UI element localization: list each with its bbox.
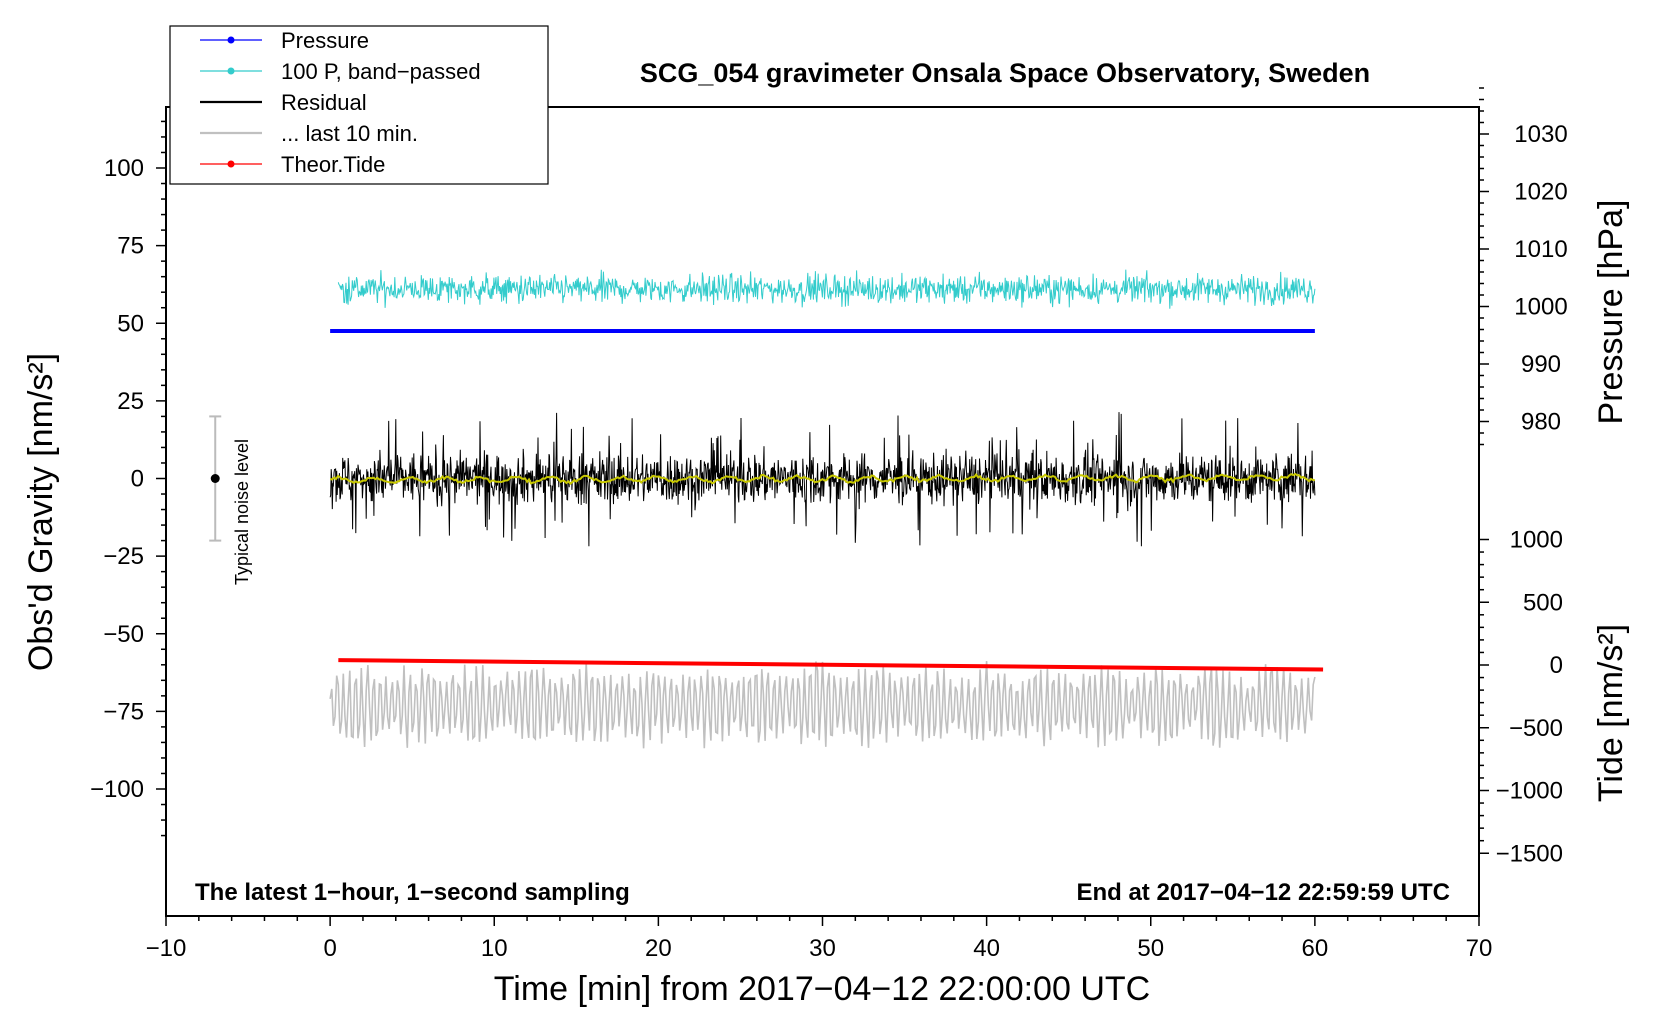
legend-box bbox=[169, 25, 549, 185]
noise-level-label: Typical noise level bbox=[232, 439, 252, 585]
tide-tick-label: 500 bbox=[1523, 589, 1563, 616]
y-tick-label: 0 bbox=[131, 466, 144, 493]
tide-tick-label: −1500 bbox=[1496, 840, 1563, 867]
y-tick-label: 75 bbox=[117, 233, 144, 260]
legend-marker bbox=[227, 160, 235, 168]
pressure-tick-label: 1010 bbox=[1514, 236, 1567, 263]
x-tick-label: 0 bbox=[323, 935, 336, 962]
pressure-tick-label: 1030 bbox=[1514, 121, 1567, 148]
legend-label: Theor.Tide bbox=[281, 152, 385, 177]
x-tick-label: 30 bbox=[809, 935, 836, 962]
y-tick-label: 100 bbox=[104, 155, 144, 182]
x-tick-label: 40 bbox=[973, 935, 1000, 962]
x-tick-label: 60 bbox=[1302, 935, 1329, 962]
y-axis-title-left: Obs'd Gravity [nm/s²] bbox=[22, 353, 60, 671]
x-tick-label: −10 bbox=[146, 935, 187, 962]
series-band-passed-pressure bbox=[337, 269, 1316, 309]
y-axis-title-tide: Tide [nm/s²] bbox=[1592, 624, 1630, 802]
legend-label: Residual bbox=[281, 90, 367, 115]
legend: Pressure 100 P, band−passed Residual ... la… bbox=[169, 25, 549, 185]
pressure-tick-label: 980 bbox=[1521, 409, 1561, 436]
legend-label: Pressure bbox=[281, 28, 369, 53]
tide-tick-label: −1000 bbox=[1496, 778, 1563, 805]
legend-label: 100 P, band−passed bbox=[281, 59, 481, 84]
y-tick-label: 50 bbox=[117, 310, 144, 337]
pressure-tick-label: 1000 bbox=[1514, 294, 1567, 321]
y-tick-label: −100 bbox=[90, 776, 144, 803]
y-tick-label: −25 bbox=[103, 543, 144, 570]
x-tick-label: 70 bbox=[1466, 935, 1493, 962]
annotation-end-time: End at 2017−04−12 22:59:59 UTC bbox=[1076, 879, 1450, 906]
pressure-tick-label: 990 bbox=[1521, 351, 1561, 378]
tide-tick-label: −500 bbox=[1509, 715, 1563, 742]
series-layer bbox=[209, 269, 1324, 749]
y-tick-label: 25 bbox=[117, 388, 144, 415]
x-tick-label: 20 bbox=[645, 935, 672, 962]
y-axis-title-pressure: Pressure [hPa] bbox=[1592, 200, 1630, 425]
legend-label: ... last 10 min. bbox=[281, 121, 418, 146]
pressure-tick-label: 1020 bbox=[1514, 179, 1567, 206]
series-last-10-min bbox=[329, 661, 1316, 749]
chart-title: SCG_054 gravimeter Onsala Space Observat… bbox=[640, 58, 1370, 88]
y-tick-label: −50 bbox=[103, 621, 144, 648]
series-residual-smoothed bbox=[329, 472, 1316, 485]
legend-marker bbox=[227, 36, 235, 44]
legend-marker bbox=[227, 67, 235, 75]
noise-bar-dot bbox=[210, 474, 220, 483]
series-theoretical-tide bbox=[338, 658, 1324, 672]
tide-tick-label: 1000 bbox=[1510, 527, 1563, 554]
x-tick-label: 50 bbox=[1137, 935, 1164, 962]
x-axis-title: Time [min] from 2017−04−12 22:00:00 UTC bbox=[494, 970, 1150, 1008]
tide-tick-label: 0 bbox=[1550, 652, 1563, 679]
y-tick-label: −75 bbox=[103, 698, 144, 725]
annotation-sampling: The latest 1−hour, 1−second sampling bbox=[195, 879, 630, 906]
x-tick-label: 10 bbox=[481, 935, 508, 962]
axes-layer: −10 0 10 20 30 40 50 60 701007550250−25−50−75−10… bbox=[90, 87, 1568, 962]
